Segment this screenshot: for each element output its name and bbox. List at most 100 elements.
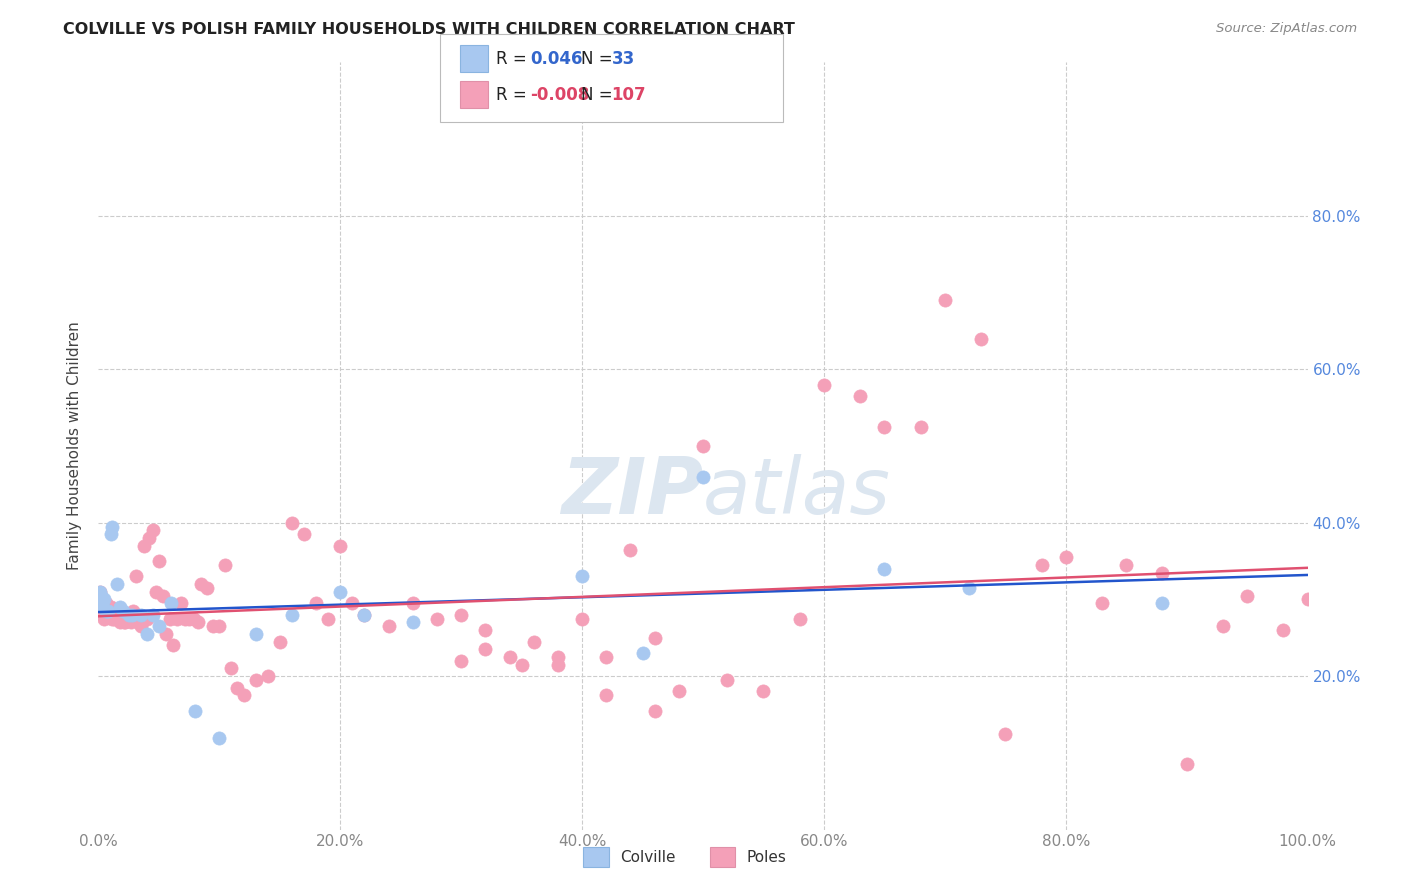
Point <box>100 612 122 626</box>
Point <box>668 684 690 698</box>
Point <box>202 619 225 633</box>
Point <box>377 619 399 633</box>
Point <box>1175 757 1198 772</box>
Point <box>152 589 174 603</box>
Point <box>100 519 122 533</box>
Point <box>142 524 165 538</box>
Y-axis label: Family Households with Children: Family Households with Children <box>67 322 83 570</box>
Text: atlas: atlas <box>703 454 891 530</box>
Text: N =: N = <box>581 86 612 103</box>
Point <box>692 439 714 453</box>
Point <box>120 615 142 630</box>
Point <box>148 619 170 633</box>
Point <box>129 619 152 633</box>
Point <box>159 612 181 626</box>
Point <box>498 649 520 664</box>
Point <box>121 607 143 622</box>
Point <box>1031 558 1053 572</box>
Point <box>281 516 304 530</box>
Point <box>91 604 114 618</box>
Point <box>148 554 170 568</box>
Point <box>910 420 932 434</box>
Point <box>994 726 1017 740</box>
Point <box>162 639 184 653</box>
Point <box>129 607 152 622</box>
Text: R =: R = <box>496 86 527 103</box>
Point <box>93 612 115 626</box>
Point <box>108 600 131 615</box>
Point <box>644 704 666 718</box>
Point <box>426 612 449 626</box>
Point <box>716 673 738 687</box>
Point <box>571 612 593 626</box>
Point <box>208 731 231 745</box>
Point <box>96 604 118 618</box>
Point <box>94 596 117 610</box>
Point <box>101 607 124 622</box>
Point <box>1054 550 1077 565</box>
Point <box>692 469 714 483</box>
Point <box>547 649 569 664</box>
Point <box>214 558 236 572</box>
Point <box>93 592 115 607</box>
Point <box>91 607 114 622</box>
Point <box>571 569 593 583</box>
Point <box>184 704 207 718</box>
Text: Source: ZipAtlas.com: Source: ZipAtlas.com <box>1216 22 1357 36</box>
Point <box>523 634 546 648</box>
Point <box>849 389 872 403</box>
Point <box>1152 596 1174 610</box>
Point <box>474 642 496 657</box>
Point <box>195 581 218 595</box>
Point <box>595 689 617 703</box>
Point <box>169 596 191 610</box>
Point <box>135 612 157 626</box>
Point <box>1272 623 1295 637</box>
Point <box>91 596 114 610</box>
Point <box>105 577 128 591</box>
Point <box>595 649 617 664</box>
Point <box>166 612 188 626</box>
Point <box>402 596 425 610</box>
Point <box>94 604 117 618</box>
Point <box>292 527 315 541</box>
Point <box>93 596 115 610</box>
Point <box>510 657 533 672</box>
Point <box>190 577 212 591</box>
Point <box>316 612 339 626</box>
Point <box>94 604 117 618</box>
Point <box>957 581 980 595</box>
Point <box>1212 619 1234 633</box>
Point <box>970 332 993 346</box>
Point <box>644 631 666 645</box>
Point <box>1236 589 1258 603</box>
Point <box>281 607 304 622</box>
Point <box>752 684 775 698</box>
Point <box>91 596 114 610</box>
Point <box>105 612 128 626</box>
Point <box>134 539 156 553</box>
Point <box>108 615 131 630</box>
Text: R =: R = <box>496 50 527 68</box>
Point <box>97 604 120 618</box>
Point <box>305 596 328 610</box>
Point <box>1091 596 1114 610</box>
Point <box>98 607 121 622</box>
Point <box>160 596 183 610</box>
Point <box>91 600 114 615</box>
Point <box>221 661 243 675</box>
Text: -0.008: -0.008 <box>530 86 589 103</box>
Point <box>256 669 278 683</box>
Point <box>269 634 291 648</box>
Text: 0.046: 0.046 <box>530 50 582 68</box>
Text: Colville: Colville <box>620 850 675 864</box>
Point <box>402 615 425 630</box>
Point <box>122 604 145 618</box>
Point <box>91 600 114 615</box>
Point <box>187 615 209 630</box>
Point <box>118 607 141 622</box>
Point <box>100 527 122 541</box>
Text: 107: 107 <box>612 86 647 103</box>
Point <box>873 420 896 434</box>
Point <box>934 293 956 308</box>
